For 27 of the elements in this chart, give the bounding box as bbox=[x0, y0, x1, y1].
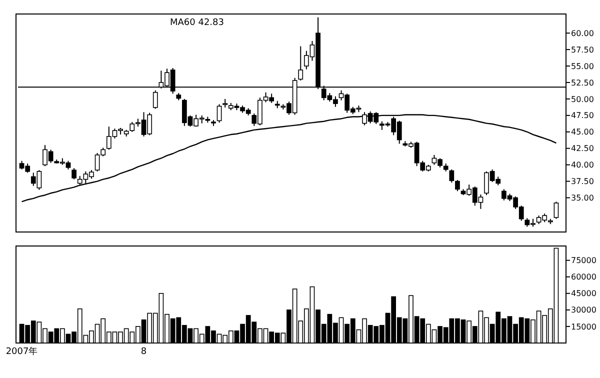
candlestick bbox=[449, 168, 454, 184]
y-tick-label: 75000 bbox=[571, 256, 596, 266]
x-tick-label: 2007年 bbox=[6, 346, 38, 357]
y-tick-label: 35.00 bbox=[571, 194, 594, 203]
candlestick bbox=[554, 201, 559, 220]
text: MA60 42.83 bbox=[170, 18, 224, 28]
candlestick bbox=[298, 46, 304, 82]
y-tick-label: 37.50 bbox=[571, 177, 594, 186]
y-tick-label: 30000 bbox=[571, 306, 596, 315]
x-tick-label: 8 bbox=[140, 347, 147, 357]
y-tick-label: 60.00 bbox=[571, 28, 594, 38]
y-tick-label: 15000 bbox=[571, 322, 596, 332]
candlestick bbox=[216, 104, 222, 124]
y-tick-label: 45000 bbox=[571, 289, 596, 298]
candlestick bbox=[152, 90, 158, 110]
candlestick bbox=[455, 179, 460, 192]
y-tick-label: 40.00 bbox=[571, 160, 594, 170]
line-series bbox=[21, 114, 557, 202]
y-tick-label: 52.50 bbox=[571, 78, 594, 88]
y-tick-label: 45.00 bbox=[571, 128, 594, 137]
y-tick-label: 55.00 bbox=[571, 62, 594, 71]
y-tick-label: 50.00 bbox=[571, 94, 594, 104]
y-tick-label: 47.50 bbox=[571, 111, 594, 120]
candlestick bbox=[72, 168, 76, 180]
y-tick-label: 60000 bbox=[571, 272, 596, 282]
y-tick-label: 57.50 bbox=[571, 45, 594, 54]
y-tick-label: 42.50 bbox=[571, 144, 594, 154]
